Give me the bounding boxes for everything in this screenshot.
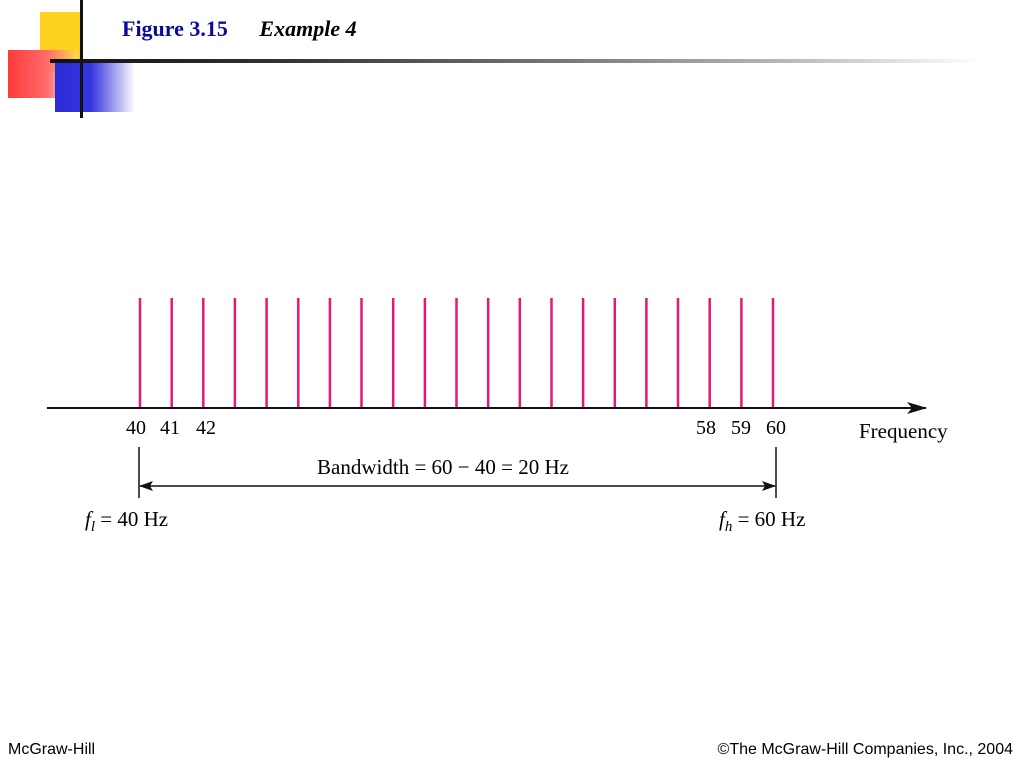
f-low-subscript: l	[91, 519, 95, 535]
f-low-value: = 40 Hz	[95, 507, 168, 531]
decor-blue-square	[55, 62, 135, 112]
low-frequency-label: fl = 40 Hz	[85, 507, 168, 535]
tick-label: 58	[696, 417, 716, 439]
tick-label: 40	[126, 417, 146, 439]
tick-label: 59	[731, 417, 751, 439]
bandwidth-label: Bandwidth = 60 − 40 = 20 Hz	[317, 455, 569, 479]
decor-horizontal-rule	[50, 59, 980, 63]
f-low-symbol: f	[85, 507, 94, 531]
footer-copyright: ©The McGraw-Hill Companies, Inc., 2004	[717, 741, 1013, 758]
figure-label: Figure 3.15	[122, 16, 228, 41]
tick-label: 60	[766, 417, 786, 439]
high-frequency-label: fh = 60 Hz	[719, 507, 805, 535]
axis-label: Frequency	[859, 419, 948, 443]
slide-title: Figure 3.15 Example 4	[122, 16, 357, 42]
f-high-value: = 60 Hz	[732, 507, 805, 531]
f-high-subscript: h	[725, 519, 733, 535]
spectral-lines	[138, 298, 775, 408]
f-high-symbol: f	[719, 507, 728, 531]
tick-label: 42	[196, 417, 216, 439]
example-label: Example 4	[259, 16, 357, 41]
tick-label: 41	[160, 417, 180, 439]
footer-publisher: McGraw-Hill	[8, 741, 96, 758]
